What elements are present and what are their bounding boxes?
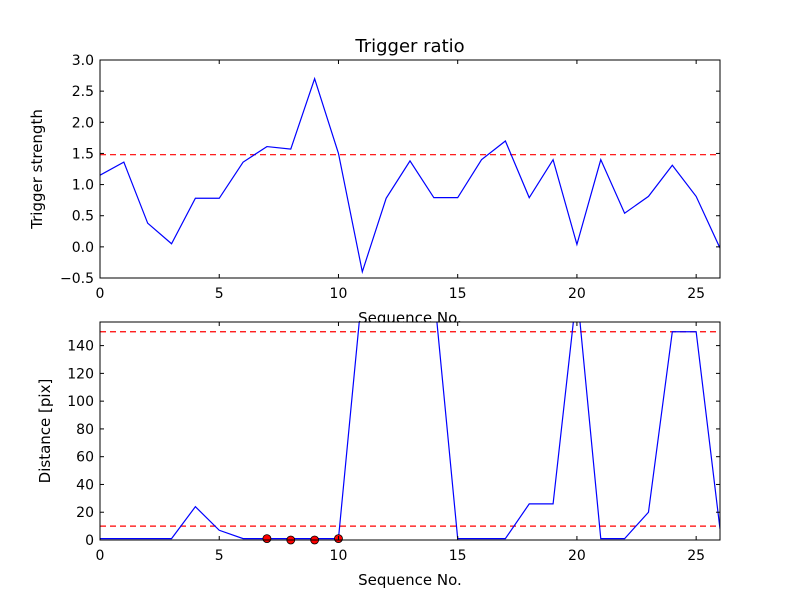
series-line (100, 322, 720, 540)
distance-panel: 0 5 10 15 20 25 0 20 40 60 80 100 120 140 Sequence No.… (36, 321, 721, 589)
y-tick-label: 0.0 (72, 240, 94, 256)
y-tick-label: 40 (76, 477, 94, 493)
y-tick-label: 2.0 (72, 115, 94, 131)
x-tick-label: 15 (449, 286, 467, 302)
x-tick-label: 25 (687, 548, 705, 564)
y-tick-label: 0.5 (72, 209, 94, 225)
x-tick-label: 25 (687, 286, 705, 302)
y-tick-label: 100 (67, 394, 94, 410)
x-axis-label: Sequence No. (358, 571, 462, 589)
plot-area (100, 60, 720, 278)
y-axis-label: Trigger strength (28, 109, 46, 230)
y-tick-label: 80 (76, 422, 94, 438)
x-tick-label: 0 (96, 548, 105, 564)
y-tick-label: −0.5 (60, 271, 94, 287)
plot-area (100, 322, 720, 540)
x-tick-label: 5 (215, 548, 224, 564)
x-tick-label: 20 (568, 548, 586, 564)
trigger-ratio-panel: 0 5 10 15 20 25 −0.5 0.0 0.5 1.0 1.5 2.0 2.5 3.0 Trigg… (28, 36, 721, 327)
x-tick-label: 0 (96, 286, 105, 302)
x-tick-label: 20 (568, 286, 586, 302)
x-tick-label: 10 (330, 548, 348, 564)
x-tick-label: 5 (215, 286, 224, 302)
y-axis-label: Distance [pix] (36, 379, 54, 484)
y-tick-label: 120 (67, 366, 94, 382)
axes-frame (99, 321, 721, 541)
y-tick-label: 2.5 (72, 84, 94, 100)
y-tick-label: 20 (76, 505, 94, 521)
y-tick-label: 140 (67, 339, 94, 355)
y-tick-label: 1.5 (72, 146, 94, 162)
y-tick-label: 60 (76, 450, 94, 466)
y-tick-label: 3.0 (72, 53, 94, 69)
x-tick-label: 15 (449, 548, 467, 564)
x-tick-label: 10 (330, 286, 348, 302)
y-tick-label: 0 (85, 533, 94, 549)
data-point-marker (262, 534, 272, 544)
axes-frame (99, 59, 721, 279)
chart-title: Trigger ratio (354, 36, 464, 57)
y-tick-label: 1.0 (72, 178, 94, 194)
series-line (100, 76, 720, 275)
